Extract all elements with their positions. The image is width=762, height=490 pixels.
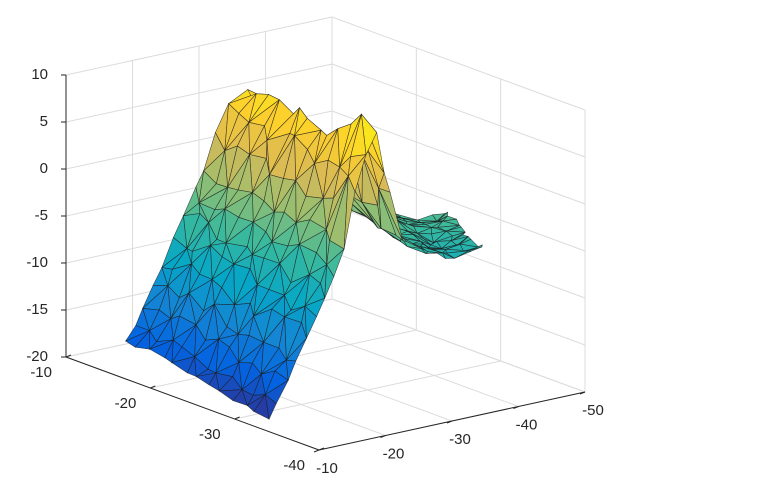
surface-face	[285, 359, 297, 381]
y-axis-line	[65, 356, 320, 451]
gridline	[65, 16, 333, 76]
gridline	[65, 63, 333, 123]
surface-face	[324, 263, 335, 299]
gridline	[331, 16, 586, 111]
z-tick-label: -5	[35, 207, 48, 224]
z-tick-label: 10	[31, 66, 48, 83]
x-tick-mark	[513, 406, 519, 409]
surface-face	[264, 393, 277, 421]
x-tick-mark	[380, 435, 386, 438]
surface-face	[304, 305, 317, 339]
z-tick-label: -15	[26, 301, 48, 318]
z-tick-label: 5	[40, 113, 48, 130]
z-tick-label: -20	[26, 348, 48, 365]
x-tick-mark	[313, 449, 320, 453]
y-tick-mark	[150, 385, 156, 389]
x-tick-mark	[579, 391, 586, 395]
y-tick-mark	[234, 416, 240, 420]
gridline	[331, 251, 586, 346]
y-tick-mark	[318, 447, 325, 451]
z-tick-label: -10	[26, 254, 48, 271]
surface-face	[402, 217, 421, 224]
gridline	[331, 110, 586, 205]
surface-face	[164, 339, 174, 364]
surface-mesh	[124, 88, 483, 421]
x-tick-label: -30	[449, 431, 471, 448]
y-tick-label: -30	[199, 426, 221, 443]
surface-face	[343, 175, 356, 250]
gridline	[331, 63, 586, 158]
y-tick-label: -20	[115, 395, 137, 412]
x-tick-label: -40	[516, 416, 538, 433]
y-tick-label: -40	[283, 457, 305, 474]
gridline	[234, 360, 501, 420]
y-tick-mark	[65, 354, 72, 358]
x-tick-label: -10	[316, 460, 338, 477]
surface-face	[208, 372, 220, 392]
x-tick-mark	[446, 420, 453, 424]
x-tick-label: -50	[582, 402, 604, 419]
x-tick-label: -20	[383, 445, 405, 462]
y-tick-label: -10	[30, 364, 52, 381]
gridline	[331, 298, 586, 393]
z-tick-label: 0	[40, 160, 48, 177]
